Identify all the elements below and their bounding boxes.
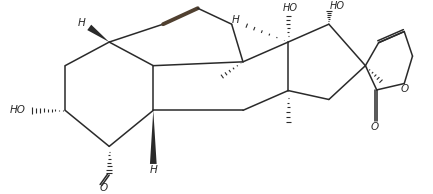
Text: H: H	[78, 18, 86, 28]
Text: O: O	[100, 183, 108, 193]
Text: O: O	[371, 122, 379, 132]
Polygon shape	[87, 25, 109, 42]
Text: H: H	[232, 15, 239, 25]
Polygon shape	[150, 110, 157, 164]
Text: HO: HO	[283, 3, 297, 13]
Text: H: H	[149, 165, 157, 175]
Text: O: O	[400, 84, 408, 94]
Text: HO: HO	[10, 105, 26, 115]
Text: HO: HO	[330, 1, 345, 11]
